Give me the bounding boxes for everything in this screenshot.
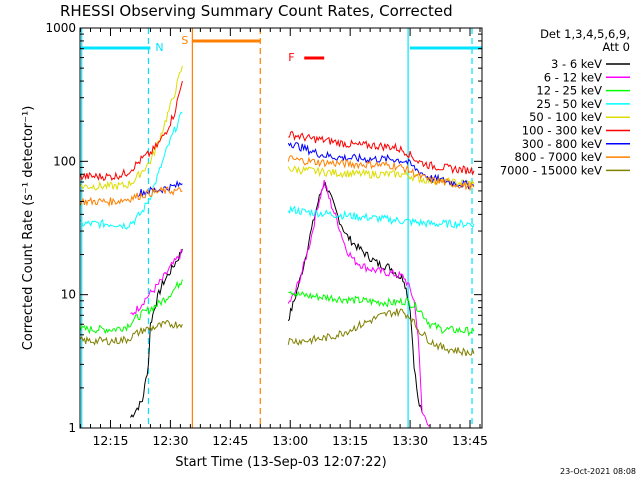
series-line	[287, 142, 475, 190]
y-tick-label: 100	[53, 154, 76, 168]
chart-title: RHESSI Observing Summary Count Rates, Co…	[60, 2, 453, 20]
legend-entry-label: 12 - 25 keV	[536, 84, 602, 98]
x-tick-label: 13:45	[452, 433, 488, 448]
series-line	[287, 180, 431, 427]
legend-header-line-2: Att 0	[602, 40, 630, 54]
y-axis-label: Corrected Count Rate (s⁻¹ detector⁻¹)	[21, 106, 36, 351]
x-tick-label: 12:15	[92, 433, 128, 448]
y-tick-label: 1000	[45, 21, 76, 35]
x-tick-label: 13:00	[272, 433, 308, 448]
flag-label-s: S	[181, 34, 188, 47]
legend-entry-label: 3 - 6 keV	[551, 57, 602, 71]
series-line	[80, 80, 183, 182]
legend-entry-label: 6 - 12 keV	[544, 70, 602, 84]
series-line	[287, 205, 475, 230]
legend-entry-label: 25 - 50 keV	[536, 97, 602, 111]
series-line	[288, 290, 475, 337]
series-lines	[80, 65, 475, 427]
series-line	[287, 155, 475, 191]
series-line	[80, 320, 183, 346]
series-line	[287, 308, 475, 357]
series-line	[80, 279, 183, 335]
x-tick-label: 13:30	[392, 433, 428, 448]
flag-bars: N S F	[80, 34, 482, 64]
series-line	[80, 111, 183, 230]
legend-entry-label: 800 - 7000 keV	[514, 150, 602, 164]
x-axis-ticks: 12:15 12:30 12:45 13:00 13:15 13:30 13:45	[80, 28, 488, 448]
x-axis-label: Start Time (13-Sep-03 12:07:22)	[175, 455, 386, 470]
series-line	[80, 65, 183, 191]
flag-label-f: F	[288, 51, 294, 64]
plot-frame	[79, 27, 483, 429]
x-tick-label: 13:15	[332, 433, 368, 448]
y-tick-label: 10	[61, 288, 76, 302]
legend-entry-label: 50 - 100 keV	[529, 110, 602, 124]
time-markers	[81, 28, 473, 428]
series-line	[288, 130, 475, 176]
y-tick-label: 1	[68, 421, 76, 435]
series-line	[287, 181, 423, 413]
series-line	[287, 165, 475, 189]
x-tick-label: 12:45	[212, 433, 248, 448]
flag-label-n: N	[155, 41, 163, 54]
y-axis-ticks: 1 10 100 1000	[45, 21, 482, 435]
x-tick-label: 12:30	[152, 433, 188, 448]
legend-header-line-1: Det 1,3,4,5,6,9,	[540, 27, 630, 41]
legend-entry-label: 300 - 800 keV	[522, 137, 602, 151]
legend-entry-label: 7000 - 15000 keV	[500, 163, 602, 177]
series-line	[80, 186, 183, 207]
series-line	[130, 248, 183, 316]
footer-timestamp: 23-Oct-2021 08:08	[560, 467, 636, 476]
legend-entry-label: 100 - 300 keV	[522, 124, 602, 138]
